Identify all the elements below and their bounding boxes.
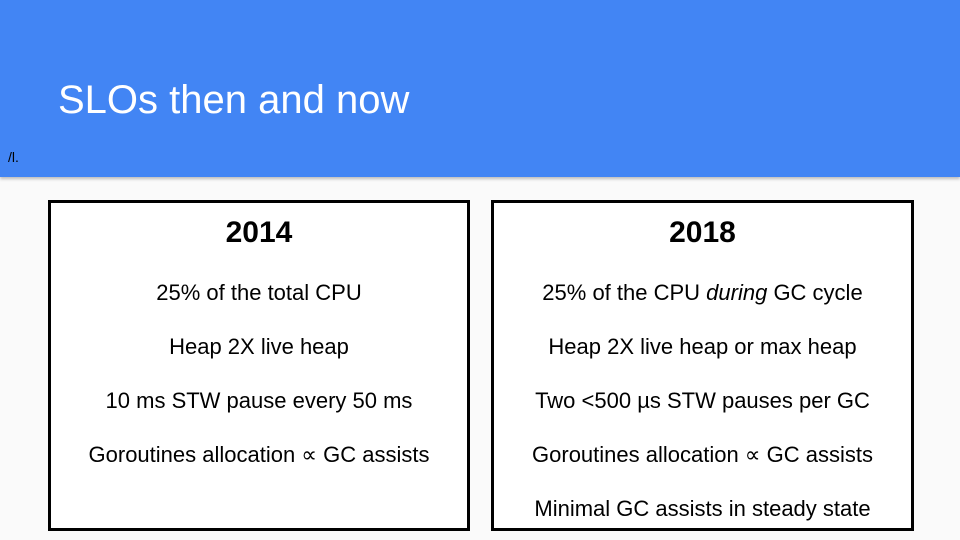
- slide-note: /l.: [8, 149, 19, 165]
- list-item: 25% of the total CPU: [156, 280, 362, 305]
- column-year: 2014: [225, 216, 293, 249]
- text: 25% of the CPU: [542, 280, 707, 305]
- column-2018: 2018 25% of the CPU during GC cycle Heap…: [491, 200, 914, 531]
- list-item: Minimal GC assists in steady state: [534, 496, 871, 521]
- list-item: 25% of the CPU during GC cycle: [494, 279, 911, 307]
- list-item: Heap 2X live heap: [169, 334, 349, 359]
- emphasis: during: [706, 280, 768, 305]
- column-year: 2018: [669, 216, 736, 249]
- column-2014: 2014 25% of the total CPU Heap 2X live h…: [48, 200, 470, 531]
- slide-title: SLOs then and now: [58, 78, 410, 122]
- list-item: Two <500 µs STW pauses per GC: [535, 388, 870, 413]
- list-item: 10 ms STW pause every 50 ms: [105, 388, 413, 413]
- list-item: Goroutines allocation ∝ GC assists: [532, 442, 873, 467]
- slide-header: SLOs then and now /l.: [0, 0, 960, 177]
- list-item: Heap 2X live heap or max heap: [548, 334, 857, 359]
- list-item: Goroutines allocation ∝ GC assists: [88, 442, 430, 467]
- text: GC cycle: [767, 280, 863, 305]
